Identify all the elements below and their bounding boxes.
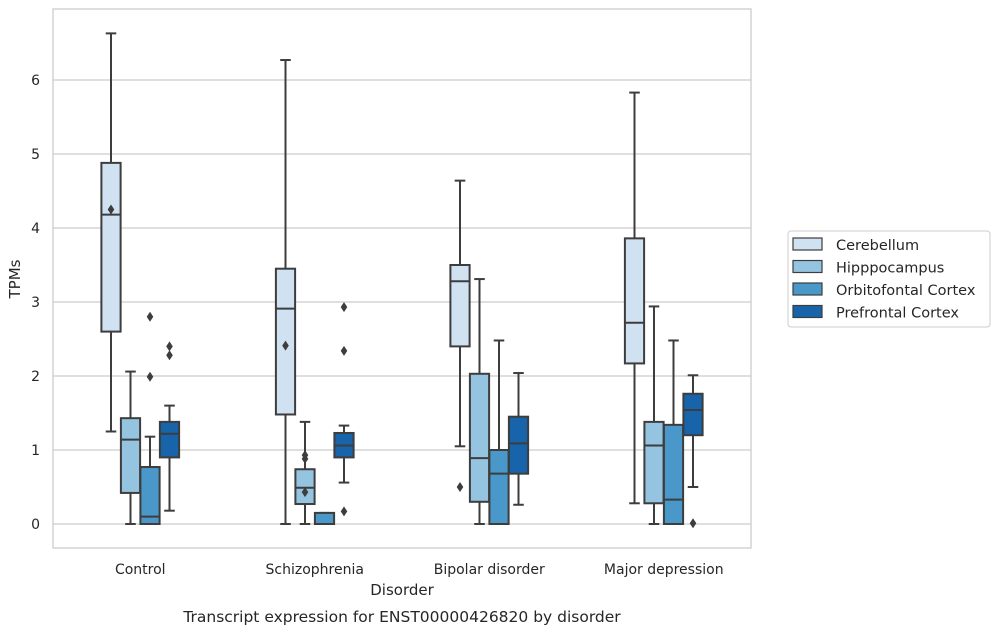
legend: Cerebellum Hipppocampus Orbitofontal Corte… [787,230,991,328]
outlier-point [689,518,697,529]
x-tick-label: Major depression [604,562,724,578]
box-prefrontal-cortex [507,372,530,506]
box-iqr [313,511,336,526]
legend-swatch [792,237,823,251]
box-iqr [488,449,510,525]
box-iqr [662,423,685,525]
box-orbitofontal-cortex [313,511,336,526]
outlier-point [107,204,115,215]
box-orbitofontal-cortex [662,339,685,525]
plot-frame [52,8,752,549]
box-cerebellum [449,179,471,492]
y-tick-label: 1 [31,443,40,459]
y-tick-label: 5 [31,147,40,163]
legend-swatch [792,282,823,296]
y-tick-labels: 0 1 2 3 4 5 6 [31,73,40,533]
box-cerebellum [274,59,297,525]
box-prefrontal-cortex [333,302,355,517]
y-tick-label: 3 [31,295,40,311]
box-iqr [119,417,142,494]
x-tick-label: Schizophrenia [266,562,364,578]
y-tick-label: 6 [31,73,40,89]
legend-swatch [792,304,823,319]
outlier-point [340,345,348,356]
box-iqr [468,372,491,503]
x-tick-label: Bipolar disorder [434,562,545,578]
outlier-point [166,341,173,352]
box-iqr [100,161,122,333]
box-hipppocampus [294,420,316,525]
legend-swatch [792,259,823,274]
box-iqr [623,237,646,365]
box-cerebellum [623,91,646,505]
outlier-point [146,311,154,322]
box-hipppocampus [643,305,665,525]
legend-label: Orbitofontal Cortex [836,283,976,299]
legend-frame [787,230,991,328]
box-iqr [643,420,665,505]
x-axis-label: Disorder [370,581,434,599]
outlier-point [301,450,309,461]
box-iqr [294,468,316,506]
box-groups [100,32,704,529]
chart-caption: Transcript expression for ENST0000042682… [182,608,621,626]
y-axis-label: TPMs [6,259,24,299]
legend-label: Cerebellum [836,238,919,254]
box-iqr [449,264,471,348]
box-hipppocampus [468,278,491,525]
box-orbitofontal-cortex [488,339,510,525]
box-prefrontal-cortex [158,341,181,512]
y-tick-label: 2 [31,369,40,385]
box-orbitofontal-cortex [139,311,161,525]
box-iqr [139,466,161,525]
y-tick-label: 0 [31,517,40,533]
outlier-point [340,506,348,517]
outlier-point [340,302,348,313]
outlier-point [301,487,309,498]
box-iqr [682,392,704,437]
outlier-point [456,482,464,492]
outlier-point [166,350,173,361]
outlier-point [282,340,289,351]
box-iqr [507,415,530,475]
box-iqr [158,420,181,459]
box-hipppocampus [119,370,142,525]
box-cerebellum [100,32,122,433]
x-tick-labels: Control Schizophrenia Bipolar disorder Majo… [115,562,724,578]
x-tick-label: Control [115,562,166,578]
legend-label: Hipppocampus [836,261,944,277]
box-prefrontal-cortex [682,374,704,529]
outlier-point [146,371,154,382]
legend-label: Prefrontal Cortex [836,306,959,322]
y-tick-label: 4 [31,221,40,237]
